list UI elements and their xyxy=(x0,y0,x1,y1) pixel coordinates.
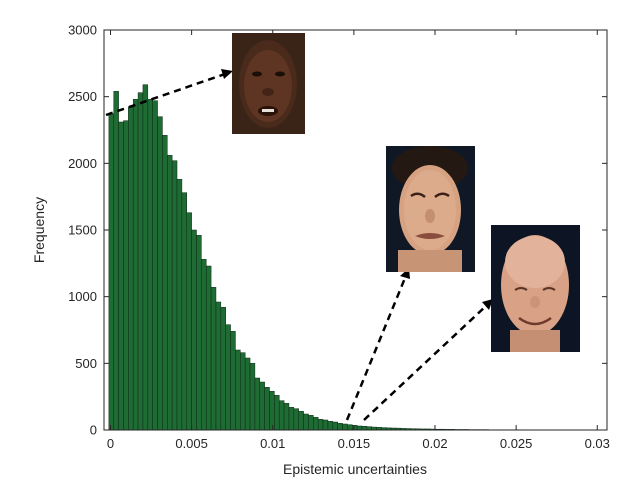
histogram-bar xyxy=(303,413,309,431)
histogram-bar xyxy=(142,84,149,431)
histogram-bar xyxy=(283,403,290,431)
histogram-bar xyxy=(157,116,163,431)
histogram-bar xyxy=(332,421,338,431)
histogram-bar xyxy=(293,408,299,431)
histogram-bar xyxy=(118,121,124,431)
y-tick-label: 2500 xyxy=(68,89,97,104)
histogram-bar xyxy=(171,160,178,431)
arrow-to-face-1 xyxy=(105,72,226,117)
arrow-to-face-2 xyxy=(345,277,407,421)
histogram-bar xyxy=(191,229,197,431)
histogram-bar xyxy=(254,377,261,431)
histogram-bar xyxy=(322,419,329,431)
histogram-bar xyxy=(317,419,324,431)
histogram-bar xyxy=(215,301,222,431)
y-tick-label: 500 xyxy=(75,356,97,371)
histogram-bar xyxy=(186,212,192,431)
x-tick-label: 0.025 xyxy=(500,436,533,451)
histogram-bar xyxy=(147,99,153,431)
histogram-bar xyxy=(181,192,188,431)
annotation-arrows xyxy=(105,72,487,421)
histogram-bar xyxy=(269,391,275,431)
y-tick-label: 1000 xyxy=(68,289,97,304)
histogram-bar xyxy=(361,426,368,431)
histogram-bar xyxy=(205,265,212,431)
axes-box xyxy=(103,29,608,431)
histogram-bar xyxy=(274,395,280,431)
histogram-bar xyxy=(176,179,183,431)
arrow-to-face-3 xyxy=(363,305,487,421)
x-tick-label: 0.01 xyxy=(260,436,285,451)
arrow-heads xyxy=(221,69,493,310)
histogram-bar xyxy=(210,287,217,431)
x-tick-label: 0.03 xyxy=(585,436,610,451)
histogram-bar xyxy=(337,423,343,431)
arrow-head-1 xyxy=(221,69,233,79)
histogram-bar xyxy=(225,324,231,431)
x-axis-ticks: 0 0.005 0.01 0.015 0.02 0.025 0.03 xyxy=(107,30,610,451)
arrow-head-3 xyxy=(482,299,493,310)
histogram-bar xyxy=(352,425,358,431)
y-axis-label: Frequency xyxy=(31,197,47,263)
face-image-man-grimacing xyxy=(386,146,475,272)
face-image-woman-neutral xyxy=(232,33,305,134)
histogram-bar xyxy=(132,99,139,431)
histogram-bar xyxy=(249,363,256,431)
histogram-bar xyxy=(288,407,295,431)
histogram-bar xyxy=(278,400,285,431)
histogram-bar xyxy=(308,415,314,431)
histogram-bar xyxy=(347,424,353,431)
histogram-bar xyxy=(137,92,144,431)
histogram-bar xyxy=(108,113,114,431)
x-tick-label: 0 xyxy=(107,436,114,451)
histogram-bar xyxy=(123,120,129,431)
histogram-bar xyxy=(298,411,304,431)
histogram-bar xyxy=(327,421,334,431)
y-axis-ticks: 0 500 1000 1500 2000 2500 3000 xyxy=(68,23,607,438)
histogram-bar xyxy=(235,349,241,431)
face-image-bald-man-smiling xyxy=(491,225,580,352)
histogram-bar xyxy=(162,135,168,431)
x-axis-label: Epistemic uncertainties xyxy=(283,461,427,477)
y-tick-label: 3000 xyxy=(68,23,97,38)
histogram-bar xyxy=(313,417,319,431)
x-tick-label: 0.005 xyxy=(175,436,208,451)
histogram-bar xyxy=(356,425,363,431)
histogram-bar xyxy=(128,107,134,431)
histogram-bar xyxy=(201,259,207,431)
y-tick-label: 0 xyxy=(90,423,97,438)
y-tick-label: 2000 xyxy=(68,156,97,171)
histogram-bar xyxy=(220,307,226,431)
histogram-bar xyxy=(342,423,348,431)
x-tick-label: 0.015 xyxy=(338,436,371,451)
histogram-bar xyxy=(244,357,251,431)
histogram-bar xyxy=(264,387,270,431)
histogram-bar xyxy=(196,235,202,431)
histogram-bar xyxy=(259,381,265,431)
histogram-bar xyxy=(167,155,173,431)
histogram-bar xyxy=(230,331,236,431)
histogram-bar xyxy=(240,352,246,431)
y-tick-label: 1500 xyxy=(68,223,97,238)
x-tick-label: 0.02 xyxy=(422,436,447,451)
histogram-bar xyxy=(152,100,158,431)
histogram-bar xyxy=(113,91,119,431)
